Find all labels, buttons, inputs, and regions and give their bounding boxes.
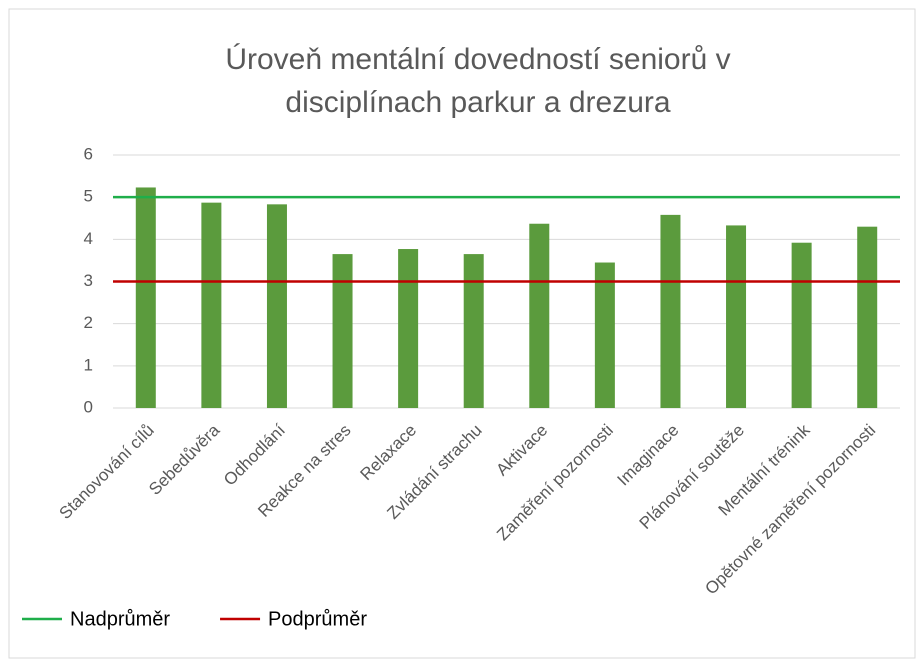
y-tick-label: 1 — [84, 355, 93, 374]
bar — [594, 262, 615, 408]
bar — [660, 214, 681, 408]
bar — [201, 202, 222, 408]
y-tick-label: 5 — [84, 187, 93, 206]
y-tick-label: 0 — [84, 397, 93, 416]
bar — [135, 187, 156, 408]
chart-title: disciplínach parkur a drezura — [285, 86, 671, 119]
chart-title: Úroveň mentální dovedností seniorů v — [225, 43, 730, 76]
y-tick-label: 3 — [84, 271, 93, 290]
chart-border — [8, 8, 916, 659]
bar — [463, 254, 484, 408]
bar — [791, 242, 812, 408]
bar — [529, 223, 550, 408]
bar — [332, 254, 353, 408]
bar — [726, 225, 747, 408]
bar — [857, 226, 878, 408]
legend-label: Nadprůměr — [70, 608, 170, 630]
y-tick-label: 2 — [84, 313, 93, 332]
bar — [266, 204, 287, 408]
y-tick-label: 6 — [84, 144, 93, 163]
bar — [398, 249, 419, 408]
y-tick-label: 4 — [84, 229, 93, 248]
legend-label: Podprůměr — [268, 608, 367, 630]
